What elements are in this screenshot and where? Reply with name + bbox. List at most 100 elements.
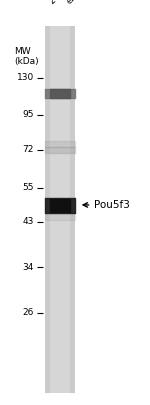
- Bar: [45, 43, 75, 45]
- Bar: [45, 261, 75, 263]
- Bar: [50, 76, 70, 78]
- Bar: [45, 268, 75, 270]
- Bar: [50, 144, 70, 145]
- Bar: [45, 124, 75, 125]
- Bar: [45, 230, 75, 232]
- Bar: [50, 219, 70, 221]
- Bar: [50, 336, 70, 338]
- Bar: [45, 373, 75, 375]
- Bar: [50, 124, 70, 125]
- Bar: [45, 303, 75, 305]
- Bar: [45, 365, 75, 367]
- Bar: [45, 58, 75, 59]
- Bar: [45, 120, 75, 122]
- Bar: [50, 188, 70, 190]
- Bar: [45, 224, 75, 226]
- Bar: [50, 215, 70, 217]
- Text: 2 dpf zebrafish
embryos: 2 dpf zebrafish embryos: [48, 0, 109, 14]
- Bar: [45, 193, 75, 195]
- Bar: [50, 179, 70, 180]
- Bar: [50, 320, 70, 322]
- Bar: [50, 109, 70, 111]
- Bar: [45, 318, 75, 320]
- Bar: [45, 59, 75, 61]
- Bar: [45, 90, 75, 92]
- Bar: [45, 195, 75, 197]
- Bar: [45, 76, 75, 78]
- Bar: [50, 341, 70, 343]
- Bar: [50, 142, 70, 144]
- Bar: [50, 206, 70, 208]
- Bar: [45, 145, 75, 147]
- Bar: [45, 327, 75, 329]
- Bar: [50, 153, 70, 155]
- Bar: [45, 45, 75, 47]
- Bar: [50, 222, 70, 224]
- Bar: [50, 177, 70, 179]
- Bar: [45, 264, 75, 266]
- Bar: [45, 320, 75, 322]
- Bar: [45, 96, 75, 98]
- Bar: [50, 79, 70, 81]
- Bar: [45, 50, 75, 52]
- Bar: [50, 111, 70, 113]
- Bar: [45, 179, 75, 180]
- Bar: [50, 136, 70, 138]
- Bar: [45, 142, 75, 144]
- Bar: [45, 219, 75, 221]
- Text: 95: 95: [22, 110, 34, 119]
- Bar: [45, 26, 75, 28]
- Bar: [45, 323, 75, 325]
- Bar: [50, 162, 70, 164]
- Bar: [50, 252, 70, 254]
- Bar: [50, 156, 70, 158]
- Text: MW
(kDa): MW (kDa): [14, 47, 39, 66]
- Bar: [50, 48, 70, 50]
- Bar: [50, 164, 70, 166]
- Bar: [45, 211, 75, 213]
- Text: 72: 72: [22, 145, 34, 154]
- Bar: [50, 391, 70, 393]
- Bar: [50, 365, 70, 367]
- Bar: [45, 100, 75, 102]
- Bar: [50, 380, 70, 382]
- Bar: [45, 221, 75, 222]
- Bar: [50, 202, 70, 204]
- Bar: [45, 175, 75, 177]
- Bar: [45, 287, 75, 288]
- Bar: [45, 204, 75, 206]
- Bar: [50, 305, 70, 307]
- Bar: [50, 367, 70, 369]
- Bar: [45, 330, 75, 333]
- Bar: [45, 283, 75, 285]
- Bar: [45, 322, 75, 323]
- Bar: [50, 103, 70, 105]
- Bar: [45, 114, 75, 116]
- Bar: [50, 235, 70, 237]
- Bar: [45, 382, 75, 384]
- Bar: [45, 307, 75, 309]
- Bar: [50, 228, 70, 230]
- Bar: [50, 190, 70, 191]
- Text: 34: 34: [22, 263, 34, 272]
- Bar: [50, 288, 70, 290]
- Bar: [45, 243, 75, 244]
- Bar: [45, 144, 75, 145]
- Bar: [45, 36, 75, 37]
- Bar: [45, 54, 75, 55]
- Bar: [45, 270, 75, 272]
- Bar: [50, 264, 70, 266]
- Bar: [50, 369, 70, 371]
- Bar: [50, 325, 70, 327]
- Bar: [50, 327, 70, 329]
- Bar: [45, 349, 75, 351]
- Bar: [50, 61, 70, 63]
- Bar: [45, 354, 75, 356]
- Bar: [50, 149, 70, 151]
- Bar: [50, 180, 70, 182]
- Bar: [45, 358, 75, 360]
- Bar: [45, 136, 75, 138]
- Bar: [45, 164, 75, 166]
- Bar: [45, 171, 75, 173]
- Bar: [45, 113, 75, 114]
